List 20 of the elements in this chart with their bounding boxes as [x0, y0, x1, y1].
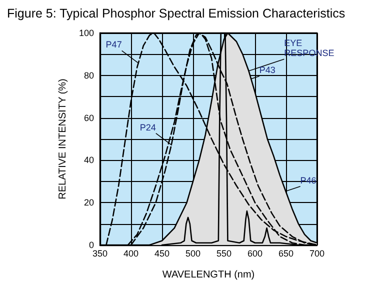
y-tick-label: 40: [84, 155, 94, 166]
annotation: P24: [140, 122, 156, 132]
y-tick-label: 80: [84, 70, 94, 80]
x-tick-label: 350: [92, 248, 108, 258]
x-tick-label: 400: [123, 248, 139, 258]
y-tick-label: 100: [78, 28, 94, 38]
x-tick-label: 500: [185, 248, 201, 258]
x-tick-label: 450: [154, 248, 170, 258]
x-tick-label: 700: [309, 248, 325, 258]
chart-title: Figure 5: Typical Phosphor Spectral Emission Characteristics: [7, 6, 346, 20]
y-tick-label: 0: [88, 240, 94, 250]
y-axis-title: RELATIVE INTENSITY (%): [58, 78, 69, 200]
y-tick-label: 60: [84, 112, 94, 123]
annotation: P43: [259, 65, 276, 76]
x-axis-title: WAVELENGTH (nm): [162, 270, 255, 280]
annotation: P47: [106, 40, 122, 50]
x-tick-label: 600: [247, 248, 263, 258]
x-tick-label: 550: [216, 248, 232, 258]
y-tick-label: 20: [84, 198, 94, 208]
x-tick-label: 650: [278, 248, 294, 258]
